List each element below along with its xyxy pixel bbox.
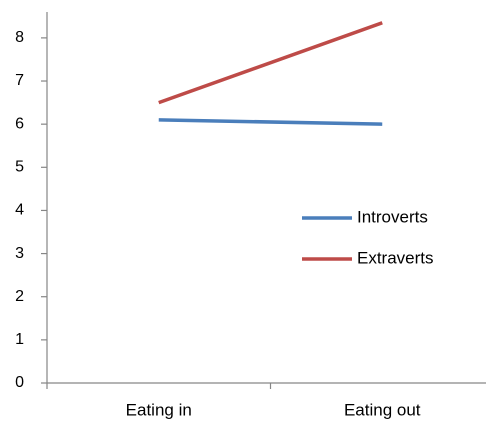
y-tick-label: 6: [15, 115, 24, 132]
y-tick-label: 7: [15, 72, 24, 89]
y-tick-label: 1: [15, 331, 24, 348]
series-line: [158, 21, 383, 105]
y-tick-label: 8: [15, 29, 24, 46]
y-tick-label: 4: [15, 202, 24, 219]
legend-label: Introverts: [357, 207, 428, 226]
y-tick-label: 2: [15, 288, 24, 305]
series-line: [158, 118, 383, 126]
y-tick-label: 5: [15, 159, 24, 176]
x-tick-label: Eating in: [126, 400, 192, 419]
legend-label: Extraverts: [357, 248, 434, 267]
y-tick-label: 0: [15, 374, 24, 391]
x-tick-label: Eating out: [344, 400, 421, 419]
y-tick-label: 3: [15, 245, 24, 262]
